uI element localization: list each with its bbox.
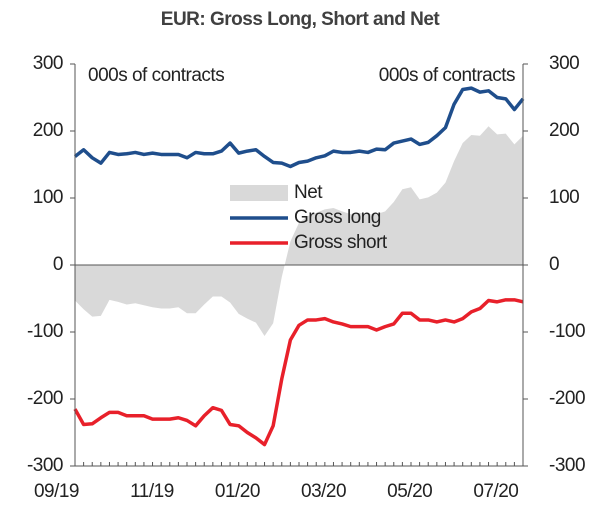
legend-label: Gross short <box>294 232 388 253</box>
legend-label: Net <box>294 182 323 203</box>
plot <box>73 86 525 447</box>
series-line <box>73 86 525 169</box>
y-tick-label: 0 <box>53 254 63 275</box>
net-area <box>75 126 523 337</box>
series-line <box>73 298 524 447</box>
y-tick-label: -200 <box>27 388 63 409</box>
chart-title: EUR: Gross Long, Short and Net <box>161 9 441 30</box>
y2-tick-label: 100 <box>549 187 579 208</box>
y2-tick-label: 300 <box>549 53 579 74</box>
y2-tick-label: -100 <box>549 321 585 342</box>
x-tick-label: 11/19 <box>130 481 174 502</box>
x-tick-label: 01/20 <box>215 481 260 502</box>
y-tick-label: 100 <box>33 187 63 208</box>
y2-tick-label: 200 <box>549 120 579 141</box>
x-tick-label: 05/20 <box>387 481 432 502</box>
y-tick-label: 300 <box>33 53 63 74</box>
x-tick-label: 09/19 <box>34 481 79 502</box>
y2-tick-label: 0 <box>549 254 559 275</box>
x-tick-label: 03/20 <box>301 481 346 502</box>
y2-tick-label: -200 <box>549 388 585 409</box>
y-tick-label: -300 <box>27 455 63 476</box>
legend-label: Gross long <box>294 207 381 228</box>
x-tick-label: 07/20 <box>473 481 518 502</box>
annotation: 000s of contracts <box>88 65 224 86</box>
annotation: 000s of contracts <box>379 65 515 86</box>
y2-tick-label: -300 <box>549 455 585 476</box>
y-tick-label: -100 <box>27 321 63 342</box>
y-tick-label: 200 <box>33 120 63 141</box>
legend-swatch <box>230 185 288 201</box>
